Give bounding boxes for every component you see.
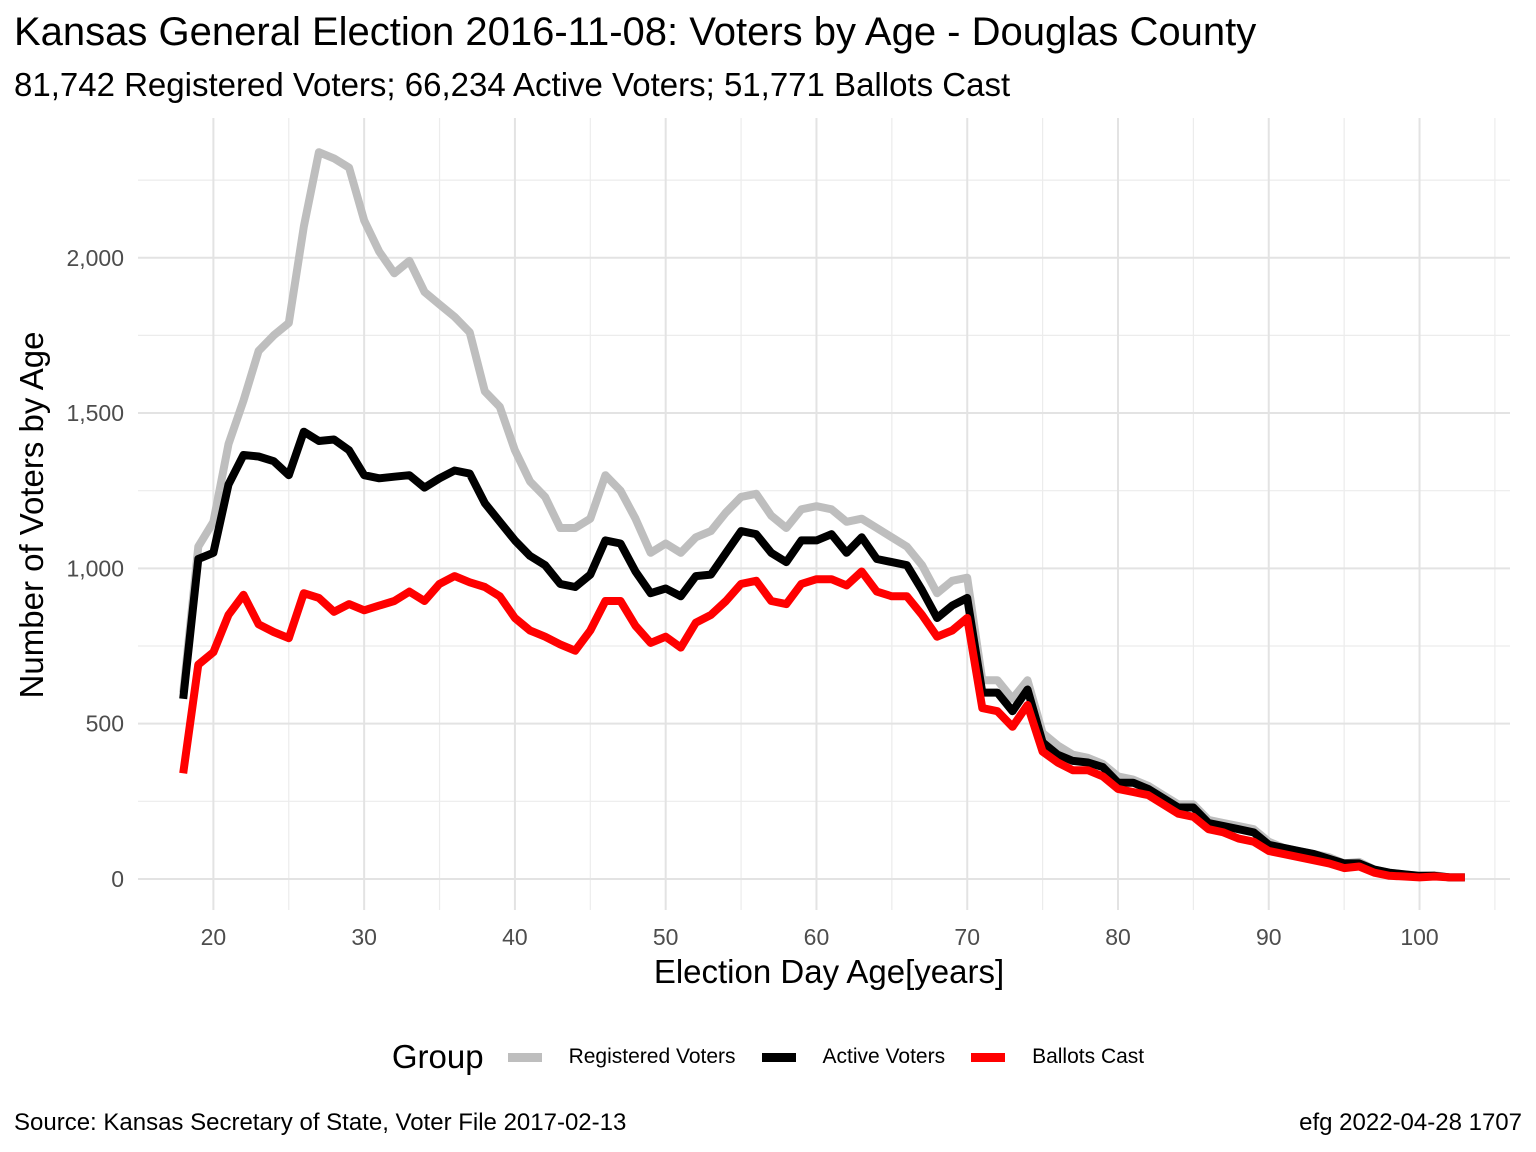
legend: Group Registered Voters Active Voters Ba… bbox=[0, 1038, 1536, 1076]
legend-swatch-registered bbox=[507, 1052, 542, 1062]
y-axis-label: Number of Voters by Age bbox=[13, 331, 50, 699]
y-tick-label: 500 bbox=[86, 711, 124, 737]
y-tick-label: 2,000 bbox=[66, 245, 124, 271]
chart-title: Kansas General Election 2016-11-08: Vote… bbox=[14, 10, 1257, 54]
x-tick-label: 20 bbox=[201, 924, 227, 950]
x-tick-label: 100 bbox=[1400, 924, 1438, 950]
source-caption: Source: Kansas Secretary of State, Voter… bbox=[14, 1109, 627, 1136]
chart-subtitle: 81,742 Registered Voters; 66,234 Active … bbox=[14, 66, 1011, 103]
legend-label-registered: Registered Voters bbox=[568, 1045, 736, 1068]
legend-item-registered: Registered Voters bbox=[507, 1045, 736, 1069]
tick-labels: 20 30 40 50 60 70 80 90 100 0 500 1,000 1,500 2,000 bbox=[66, 245, 1438, 950]
y-tick-label: 1,000 bbox=[66, 555, 124, 581]
grid-lines bbox=[138, 118, 1510, 910]
x-tick-label: 70 bbox=[954, 924, 980, 950]
legend-label-active: Active Voters bbox=[822, 1045, 946, 1068]
series-line-ballots-cast bbox=[179, 567, 1465, 882]
author-caption: efg 2022-04-28 1707 bbox=[1299, 1109, 1522, 1136]
y-tick-label: 1,500 bbox=[66, 400, 124, 426]
x-tick-label: 60 bbox=[804, 924, 830, 950]
x-axis-label: Election Day Age[years] bbox=[653, 953, 1005, 990]
legend-swatch-active bbox=[761, 1052, 796, 1062]
legend-label-ballots: Ballots Cast bbox=[1032, 1045, 1145, 1068]
series-lines bbox=[179, 148, 1465, 882]
x-tick-label: 40 bbox=[502, 924, 528, 950]
legend-item-active: Active Voters bbox=[761, 1045, 946, 1069]
legend-title: Group bbox=[391, 1038, 484, 1075]
series-line-active-voters bbox=[179, 427, 1465, 882]
legend-item-ballots: Ballots Cast bbox=[971, 1045, 1144, 1069]
legend-swatch-ballots bbox=[971, 1052, 1006, 1062]
y-tick-label: 0 bbox=[111, 866, 124, 892]
x-tick-label: 90 bbox=[1256, 924, 1282, 950]
series-line-registered-voters bbox=[179, 148, 1465, 882]
x-tick-label: 50 bbox=[653, 924, 679, 950]
x-tick-label: 30 bbox=[351, 924, 377, 950]
x-tick-label: 80 bbox=[1105, 924, 1131, 950]
